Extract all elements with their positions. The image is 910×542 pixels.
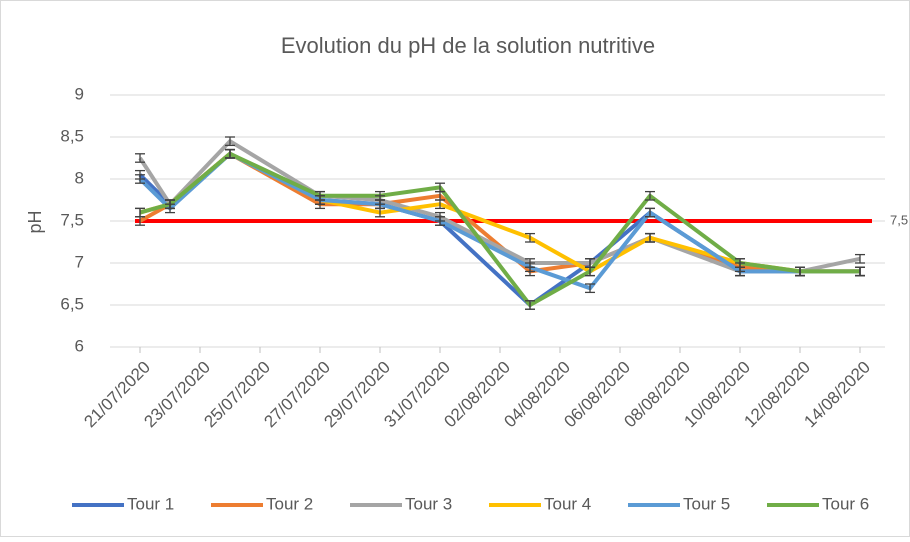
error-bar xyxy=(645,232,655,243)
y-tick-label: 7,5 xyxy=(60,210,84,229)
error-bar xyxy=(135,174,145,184)
series-line xyxy=(139,151,860,307)
error-bar xyxy=(855,266,865,277)
error-bar xyxy=(435,216,445,226)
threshold-label: 7,5 xyxy=(890,212,908,227)
error-bar xyxy=(645,190,655,201)
legend-label: Tour 1 xyxy=(127,494,174,513)
y-tick-label: 7 xyxy=(75,252,84,271)
error-bar xyxy=(375,190,385,201)
error-bar xyxy=(735,258,745,268)
error-bar xyxy=(585,283,595,294)
error-bar xyxy=(645,207,655,218)
error-bar xyxy=(135,207,145,218)
y-tick-label: 8 xyxy=(75,168,84,187)
legend-label: Tour 3 xyxy=(405,494,452,513)
error-bar xyxy=(315,190,325,201)
error-bar xyxy=(435,182,445,193)
legend-label: Tour 4 xyxy=(544,494,591,513)
y-axis-label: pH xyxy=(25,210,45,233)
error-bar xyxy=(225,136,235,147)
error-bar xyxy=(525,300,535,310)
error-bar xyxy=(135,153,145,163)
y-tick-label: 9 xyxy=(75,84,84,103)
y-tick-label: 6 xyxy=(75,336,84,355)
chart-title: Evolution du pH de la solution nutritive xyxy=(281,33,655,58)
error-bar xyxy=(585,266,595,277)
error-bar xyxy=(525,232,535,243)
error-bar xyxy=(435,199,445,210)
y-tick-label: 6,5 xyxy=(60,294,84,313)
error-bar xyxy=(165,199,175,210)
legend-label: Tour 6 xyxy=(822,494,869,513)
error-bar xyxy=(525,262,535,273)
legend-label: Tour 5 xyxy=(683,494,730,513)
error-bar xyxy=(855,253,865,264)
y-tick-label: 8,5 xyxy=(60,126,84,145)
legend-label: Tour 2 xyxy=(266,494,313,513)
error-bar xyxy=(795,266,805,277)
error-bar xyxy=(225,148,235,159)
